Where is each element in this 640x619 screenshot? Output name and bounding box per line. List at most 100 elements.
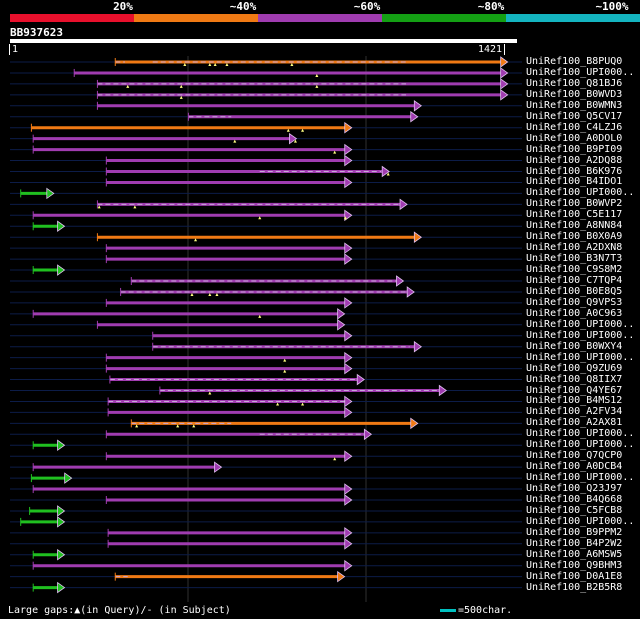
hit-row[interactable]: [10, 275, 522, 287]
hit-label[interactable]: UniRef100_Q9BHM3: [526, 559, 623, 571]
hit-label[interactable]: UniRef100_B0WVD3: [526, 88, 623, 100]
hit-label[interactable]: UniRef100_Q5CV17: [526, 110, 623, 122]
hit-row[interactable]: [10, 483, 522, 495]
hit-row[interactable]: [10, 505, 522, 517]
hit-label[interactable]: UniRef100_Q4YE67: [526, 384, 623, 396]
hit-label[interactable]: UniRef100_A2AX81: [526, 417, 623, 429]
hit-row[interactable]: [10, 494, 522, 506]
hit-row[interactable]: [10, 121, 522, 134]
hit-label[interactable]: UniRef100_UPI000..: [526, 187, 635, 199]
hit-row[interactable]: [10, 308, 522, 320]
hit-label[interactable]: UniRef100_B0WXY4: [526, 340, 623, 352]
hit-row[interactable]: [10, 100, 522, 112]
hit-label[interactable]: UniRef100_B4MS12: [526, 395, 623, 407]
hit-label[interactable]: UniRef100_B9PI09: [526, 143, 623, 155]
hit-label[interactable]: UniRef100_B6K976: [526, 165, 623, 177]
hit-label[interactable]: UniRef100_A0DOL0: [526, 132, 623, 144]
hit-row[interactable]: [10, 198, 522, 211]
hit-label[interactable]: UniRef100_B0WMN3: [526, 99, 623, 111]
hit-row[interactable]: [10, 132, 522, 145]
hit-row[interactable]: [10, 472, 522, 484]
hit-row[interactable]: [10, 286, 522, 298]
hit-label[interactable]: UniRef100_Q9ZU69: [526, 362, 623, 374]
hit-row[interactable]: [10, 384, 522, 397]
hit-end-arrow: [344, 494, 353, 506]
hit-row[interactable]: [10, 570, 522, 583]
hit-label[interactable]: UniRef100_UPI000..: [526, 515, 635, 527]
hit-label[interactable]: UniRef100_C5E117: [526, 209, 623, 221]
hit-row[interactable]: [10, 373, 522, 386]
hit-label[interactable]: UniRef100_Q23J97: [526, 483, 623, 495]
hit-row[interactable]: [10, 417, 522, 430]
hit-label[interactable]: UniRef100_B0X0A9: [526, 231, 623, 243]
hit-label[interactable]: UniRef100_Q8IIX7: [526, 373, 623, 385]
hit-label[interactable]: UniRef100_UPI000..: [526, 66, 635, 78]
hit-label[interactable]: UniRef100_UPI000..: [526, 329, 635, 341]
hit-label[interactable]: UniRef100_UPI000..: [526, 351, 635, 363]
hit-label[interactable]: UniRef100_UPI000..: [526, 472, 635, 484]
hit-row[interactable]: [10, 209, 522, 222]
hit-label[interactable]: UniRef100_B0E8Q5: [526, 285, 623, 297]
hit-row[interactable]: [10, 548, 522, 561]
hit-label[interactable]: UniRef100_B9PPM2: [526, 526, 623, 538]
hit-row[interactable]: [10, 78, 522, 90]
hit-row[interactable]: [10, 351, 522, 364]
hit-row[interactable]: [10, 143, 522, 156]
hit-label[interactable]: UniRef100_B4P2W2: [526, 537, 623, 549]
hit-row[interactable]: [10, 297, 522, 309]
hit-label[interactable]: UniRef100_B4IDO1: [526, 176, 623, 188]
hit-label[interactable]: UniRef100_B0WVP2: [526, 198, 623, 210]
hit-row[interactable]: [10, 395, 522, 408]
hit-label[interactable]: UniRef100_A6MSW5: [526, 548, 623, 560]
hit-row[interactable]: [10, 329, 522, 342]
hit-label[interactable]: UniRef100_A2DXN8: [526, 242, 623, 254]
hit-row[interactable]: [10, 538, 522, 550]
hit-label[interactable]: UniRef100_B2B5R8: [526, 581, 623, 593]
hit-end-arrow: [337, 319, 346, 331]
hit-row[interactable]: [10, 110, 522, 123]
hit-row[interactable]: [10, 461, 522, 473]
hit-row[interactable]: [10, 319, 522, 331]
hit-row[interactable]: [10, 154, 522, 167]
hit-label[interactable]: UniRef100_A0DCB4: [526, 461, 623, 473]
hit-label[interactable]: UniRef100_A2DQ88: [526, 154, 623, 166]
hit-row[interactable]: [10, 56, 522, 68]
hit-label[interactable]: UniRef100_UPI000..: [526, 318, 635, 330]
hit-row[interactable]: [10, 89, 522, 101]
hit-row[interactable]: [10, 231, 522, 243]
hit-row[interactable]: [10, 264, 522, 276]
hit-row[interactable]: [10, 340, 522, 353]
hit-label[interactable]: UniRef100_UPI000..: [526, 428, 635, 440]
hit-label[interactable]: UniRef100_B8PUQ0: [526, 56, 623, 67]
hit-row[interactable]: [10, 581, 522, 594]
hit-row[interactable]: [10, 559, 522, 572]
hit-label[interactable]: UniRef100_C4LZJ6: [526, 121, 623, 133]
hit-label[interactable]: UniRef100_A2FV34: [526, 406, 623, 418]
hit-row[interactable]: [10, 253, 522, 265]
hit-label[interactable]: UniRef100_UPI000..: [526, 439, 635, 451]
hit-label[interactable]: UniRef100_Q9VPS3: [526, 296, 623, 308]
hit-row[interactable]: [10, 516, 522, 528]
hit-label[interactable]: UniRef100_C5FCB8: [526, 504, 623, 516]
hit-row[interactable]: [10, 428, 522, 441]
hit-row[interactable]: [10, 362, 522, 375]
hit-label[interactable]: UniRef100_A8NN84: [526, 220, 623, 232]
hit-row[interactable]: [10, 165, 522, 178]
hit-row[interactable]: [10, 187, 522, 200]
hit-label[interactable]: UniRef100_Q81BJ6: [526, 77, 623, 89]
hit-row[interactable]: [10, 527, 522, 539]
hit-label[interactable]: UniRef100_D0A1E8: [526, 570, 623, 582]
hit-row[interactable]: [10, 450, 522, 462]
hit-label[interactable]: UniRef100_B4Q668: [526, 494, 623, 505]
hit-row[interactable]: [10, 406, 522, 419]
hit-label[interactable]: UniRef100_Q7QCP0: [526, 450, 623, 462]
hit-row[interactable]: [10, 176, 522, 189]
hit-label[interactable]: UniRef100_C7TQP4: [526, 275, 623, 286]
hit-label[interactable]: UniRef100_C9S8M2: [526, 264, 623, 276]
hit-label[interactable]: UniRef100_A0C963: [526, 307, 623, 319]
hit-row[interactable]: [10, 439, 522, 452]
hit-row[interactable]: [10, 67, 522, 79]
hit-label[interactable]: UniRef100_B3N7T3: [526, 253, 623, 265]
hit-row[interactable]: [10, 220, 522, 233]
hit-row[interactable]: [10, 242, 522, 254]
